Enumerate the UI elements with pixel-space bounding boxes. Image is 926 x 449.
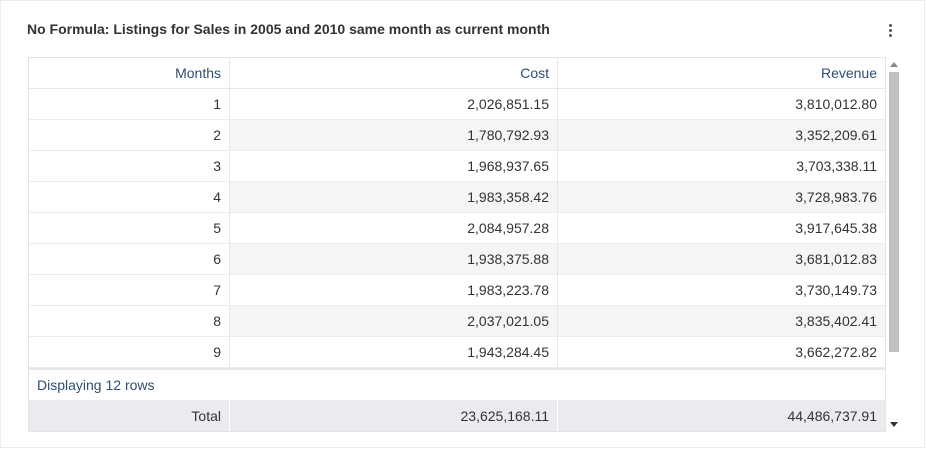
cell-month: 9 — [29, 337, 230, 367]
scroll-thumb[interactable] — [889, 72, 899, 352]
table-row: 2 1,780,792.93 3,352,209.61 — [29, 120, 885, 151]
cell-cost: 2,084,957.28 — [230, 213, 558, 243]
cell-revenue: 3,681,012.83 — [558, 244, 885, 274]
data-table: Months Cost Revenue 1 2,026,851.15 3,810,0… — [28, 57, 886, 432]
column-header-revenue[interactable]: Revenue — [820, 65, 877, 81]
card-title: No Formula: Listings for Sales in 2005 a… — [27, 21, 550, 37]
cell-revenue: 3,810,012.80 — [558, 89, 885, 119]
cell-revenue: 3,352,209.61 — [558, 120, 885, 150]
cell-cost: 1,983,358.42 — [230, 182, 558, 212]
table-row: 7 1,983,223.78 3,730,149.73 — [29, 275, 885, 306]
cell-revenue: 3,662,272.82 — [558, 337, 885, 367]
column-header-cost[interactable]: Cost — [230, 58, 558, 88]
cell-revenue: 3,835,402.41 — [558, 306, 885, 336]
cell-month: 5 — [29, 213, 230, 243]
table-row: 6 1,938,375.88 3,681,012.83 — [29, 244, 885, 275]
total-row: Total 23,625,168.11 44,486,737.91 — [29, 400, 885, 431]
total-revenue: 44,486,737.91 — [558, 400, 885, 431]
cell-cost: 2,026,851.15 — [230, 89, 558, 119]
table-row: 5 2,084,957.28 3,917,645.38 — [29, 213, 885, 244]
cell-month: 6 — [29, 244, 230, 274]
cell-cost: 1,938,375.88 — [230, 244, 558, 274]
cell-month: 4 — [29, 182, 230, 212]
cell-revenue: 3,730,149.73 — [558, 275, 885, 305]
cell-month: 3 — [29, 151, 230, 181]
cell-month: 2 — [29, 120, 230, 150]
column-header-months[interactable]: Months — [29, 58, 230, 88]
table-row: 4 1,983,358.42 3,728,983.76 — [29, 182, 885, 213]
vertical-scrollbar[interactable] — [887, 58, 901, 431]
cell-cost: 1,943,284.45 — [230, 337, 558, 367]
arrow-up-icon[interactable] — [890, 62, 898, 67]
cell-month: 1 — [29, 89, 230, 119]
kebab-menu-icon[interactable] — [881, 21, 899, 39]
total-cost: 23,625,168.11 — [230, 400, 558, 431]
table-header-row: Months Cost Revenue — [29, 58, 885, 89]
cell-revenue: 3,703,338.11 — [558, 151, 885, 181]
table-row: 8 2,037,021.05 3,835,402.41 — [29, 306, 885, 337]
cell-cost: 2,037,021.05 — [230, 306, 558, 336]
cell-revenue: 3,728,983.76 — [558, 182, 885, 212]
cell-month: 8 — [29, 306, 230, 336]
cell-revenue: 3,917,645.38 — [558, 213, 885, 243]
cell-cost: 1,983,223.78 — [230, 275, 558, 305]
cell-cost: 1,968,937.65 — [230, 151, 558, 181]
cell-cost: 1,780,792.93 — [230, 120, 558, 150]
cell-month: 7 — [29, 275, 230, 305]
table-row: 1 2,026,851.15 3,810,012.80 — [29, 89, 885, 120]
row-count-text: Displaying 12 rows — [29, 368, 885, 400]
arrow-down-icon[interactable] — [890, 422, 898, 427]
table-row: 9 1,943,284.45 3,662,272.82 — [29, 337, 885, 368]
total-label: Total — [29, 400, 230, 431]
table-row: 3 1,968,937.65 3,703,338.11 — [29, 151, 885, 182]
